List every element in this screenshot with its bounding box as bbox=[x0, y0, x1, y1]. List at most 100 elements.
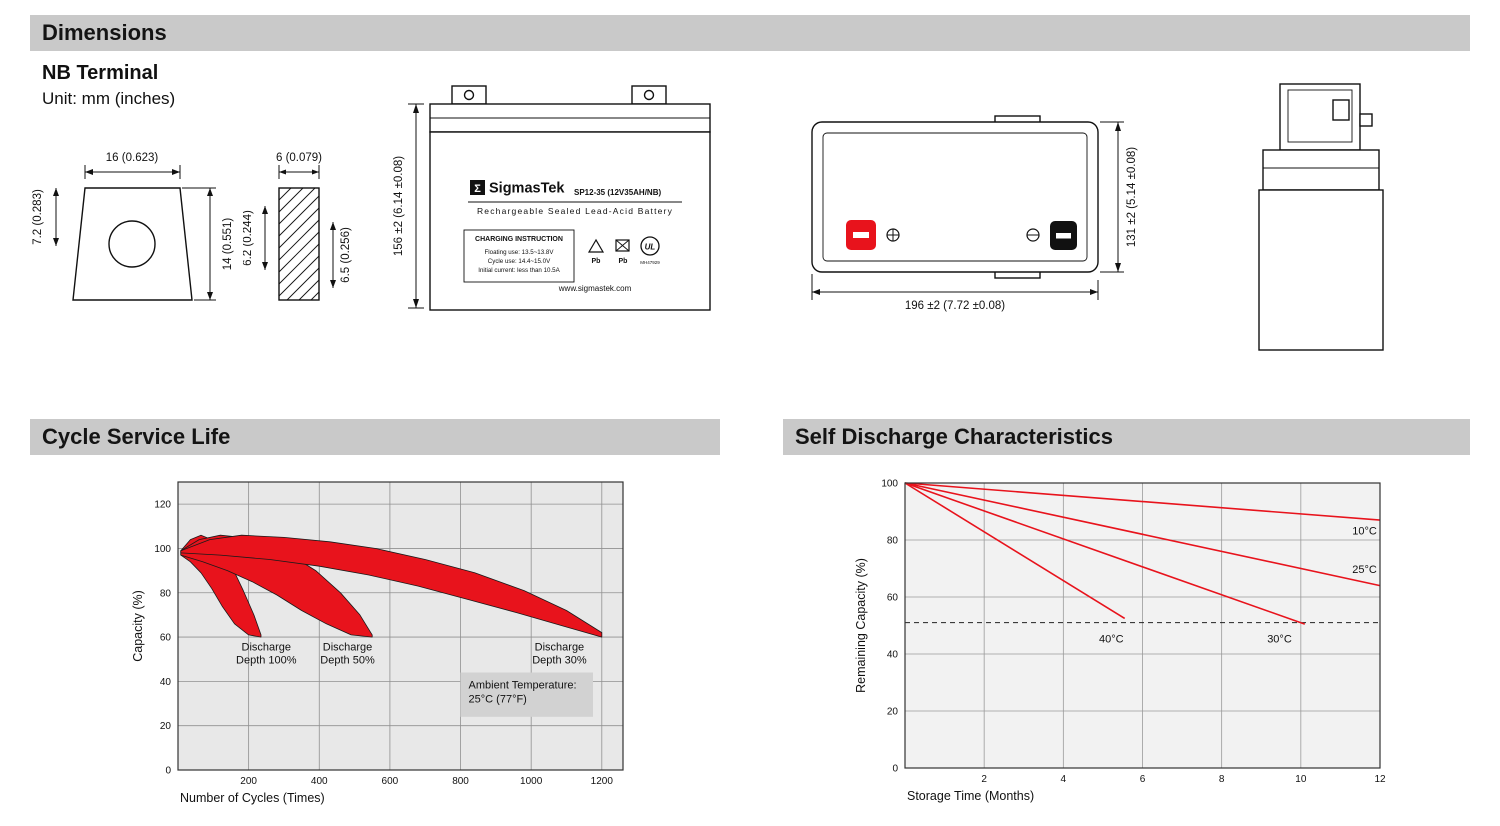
svg-text:Remaining Capacity (%): Remaining Capacity (%) bbox=[854, 558, 868, 693]
svg-text:Depth 50%: Depth 50% bbox=[320, 654, 375, 666]
svg-text:Depth 100%: Depth 100% bbox=[236, 654, 297, 666]
svg-text:25°C (77°F): 25°C (77°F) bbox=[469, 694, 527, 706]
svg-text:30°C: 30°C bbox=[1267, 634, 1292, 646]
terminal-front-drawing: 16 (0.623) 7.2 (0.283) 14 (0.551) bbox=[32, 152, 234, 301]
cycle-service-life-header: Cycle Service Life bbox=[30, 419, 720, 455]
svg-text:Ambient Temperature:: Ambient Temperature: bbox=[469, 680, 577, 692]
svg-text:100: 100 bbox=[881, 479, 898, 490]
side-lid bbox=[1262, 149, 1380, 191]
section-right-label: 6.5 (0.256) bbox=[340, 227, 352, 283]
pb-recycle-icon: Pb bbox=[587, 238, 605, 265]
charging-instruction-box bbox=[463, 229, 575, 283]
svg-text:80: 80 bbox=[887, 536, 899, 547]
website-label: www.sigmastek.com bbox=[558, 284, 632, 293]
terminal-height-label: 14 (0.551) bbox=[222, 218, 234, 271]
battery-side-view bbox=[1258, 83, 1384, 351]
svg-text:Pb: Pb bbox=[592, 258, 601, 265]
svg-text:Discharge: Discharge bbox=[535, 641, 585, 653]
charging-title: CHARGING INSTRUCTION bbox=[475, 236, 563, 243]
section-body bbox=[278, 187, 320, 301]
positive-polarity-icon bbox=[886, 228, 900, 242]
svg-text:20: 20 bbox=[160, 721, 172, 732]
dim-front-height: 156 ±2 (6.14 ±0.08) bbox=[393, 103, 424, 309]
battery-type-label: Rechargeable Sealed Lead-Acid Battery bbox=[477, 206, 673, 216]
dimensions-title: Dimensions bbox=[42, 20, 167, 45]
svg-text:8: 8 bbox=[1219, 774, 1225, 785]
svg-text:25°C: 25°C bbox=[1352, 564, 1377, 576]
svg-text:6: 6 bbox=[1140, 774, 1146, 785]
svg-text:600: 600 bbox=[382, 776, 399, 787]
terminal-hole-right bbox=[643, 89, 655, 101]
svg-text:Discharge: Discharge bbox=[323, 641, 373, 653]
svg-text:40°C: 40°C bbox=[1099, 634, 1124, 646]
terminal-depth-label: 7.2 (0.283) bbox=[32, 189, 44, 245]
negative-polarity-icon bbox=[1026, 228, 1040, 242]
svg-text:40: 40 bbox=[160, 677, 172, 688]
battery-front-view: 156 ±2 (6.14 ±0.08) Σ SigmasTek SP12-35 … bbox=[393, 85, 711, 311]
self-discharge-header: Self Discharge Characteristics bbox=[783, 419, 1470, 455]
terminal-cap-black bbox=[1050, 221, 1077, 250]
svg-text:0: 0 bbox=[892, 764, 898, 775]
svg-text:80: 80 bbox=[160, 588, 172, 599]
svg-text:0: 0 bbox=[165, 766, 171, 777]
svg-text:Discharge: Discharge bbox=[242, 641, 292, 653]
svg-text:10: 10 bbox=[1295, 774, 1307, 785]
svg-text:4: 4 bbox=[1061, 774, 1067, 785]
battery-front-body bbox=[429, 85, 711, 311]
charging-line-1: Floating use: 13.5~13.8V bbox=[485, 249, 555, 256]
svg-text:60: 60 bbox=[887, 593, 899, 604]
dimensions-section-header: Dimensions bbox=[30, 15, 1470, 51]
terminal-hole-left bbox=[463, 89, 475, 101]
top-view-inner bbox=[822, 132, 1088, 262]
svg-text:800: 800 bbox=[452, 776, 469, 787]
side-tab bbox=[1359, 113, 1373, 127]
ul-code-label: MH47929 bbox=[640, 260, 660, 265]
charging-line-2: Cycle use: 14.4~15.0V bbox=[488, 258, 551, 265]
svg-text:UL: UL bbox=[645, 243, 656, 252]
svg-text:20: 20 bbox=[887, 707, 899, 718]
nb-terminal-block: NB Terminal Unit: mm (inches) bbox=[42, 62, 175, 109]
svg-text:Storage Time (Months): Storage Time (Months) bbox=[907, 789, 1034, 803]
svg-text:12: 12 bbox=[1374, 774, 1386, 785]
svg-text:Capacity (%): Capacity (%) bbox=[131, 590, 145, 662]
charging-line-3: Initial current: less than 10.5A bbox=[478, 267, 560, 274]
self-discharge-chart: 2 4 6 8 10 12 0 20 40 60 80 100 10°C 25°C 30°C 40°C Stor… bbox=[854, 479, 1386, 804]
svg-text:200: 200 bbox=[240, 776, 257, 787]
terminal-section-drawing: 6 (0.079) 6.2 (0.244) 6.5 (0.256) bbox=[243, 152, 352, 301]
terminal-hole bbox=[108, 220, 156, 268]
cycle-service-life-chart: 200 400 600 800 1000 1200 0 20 40 60 80 100 120 Ambie… bbox=[131, 481, 624, 805]
nb-terminal-title: NB Terminal bbox=[42, 62, 159, 84]
svg-text:400: 400 bbox=[311, 776, 328, 787]
dim-terminal-depth: 7.2 (0.283) bbox=[32, 188, 59, 246]
svg-text:2: 2 bbox=[981, 774, 987, 785]
dim-section-left: 6.2 (0.244) bbox=[243, 206, 268, 270]
section-left-label: 6.2 (0.244) bbox=[243, 210, 254, 266]
dim-section-right: 6.5 (0.256) bbox=[330, 222, 352, 288]
svg-text:Depth 30%: Depth 30% bbox=[532, 654, 587, 666]
cycle-service-life-title: Cycle Service Life bbox=[42, 424, 231, 449]
svg-text:Number of Cycles (Times): Number of Cycles (Times) bbox=[180, 791, 325, 805]
battery-top-view: 196 ±2 (7.72 ±0.08) 131 ±2 (5.14 ±0.08) bbox=[811, 115, 1138, 312]
top-width-label: 196 ±2 (7.72 ±0.08) bbox=[905, 300, 1005, 312]
terminal-width-label: 16 (0.623) bbox=[106, 152, 159, 164]
model-label: SP12-35 (12V35AH/NB) bbox=[574, 188, 661, 197]
side-terminal-post bbox=[1332, 99, 1350, 121]
svg-text:1200: 1200 bbox=[591, 776, 614, 787]
dim-terminal-width: 16 (0.623) bbox=[84, 152, 181, 179]
self-discharge-title: Self Discharge Characteristics bbox=[795, 424, 1113, 449]
brand-sigma-glyph: Σ bbox=[474, 183, 481, 195]
hatch-lines bbox=[278, 187, 320, 301]
battery-label: Σ SigmasTek SP12-35 (12V35AH/NB) Recharg… bbox=[463, 180, 682, 293]
svg-text:Pb: Pb bbox=[619, 258, 628, 265]
dim-terminal-height: 14 (0.551) bbox=[182, 187, 234, 301]
dim-top-height: 131 ±2 (5.14 ±0.08) bbox=[1100, 121, 1138, 273]
dim-top-width: 196 ±2 (7.72 ±0.08) bbox=[811, 274, 1099, 312]
pb-trash-icon: Pb bbox=[615, 239, 630, 265]
svg-text:120: 120 bbox=[154, 500, 171, 511]
brand-name: SigmasTek bbox=[489, 181, 565, 197]
svg-text:1000: 1000 bbox=[520, 776, 543, 787]
side-body bbox=[1258, 189, 1384, 351]
top-height-label: 131 ±2 (5.14 ±0.08) bbox=[1126, 147, 1138, 247]
dim-section-width: 6 (0.079) bbox=[276, 152, 322, 179]
